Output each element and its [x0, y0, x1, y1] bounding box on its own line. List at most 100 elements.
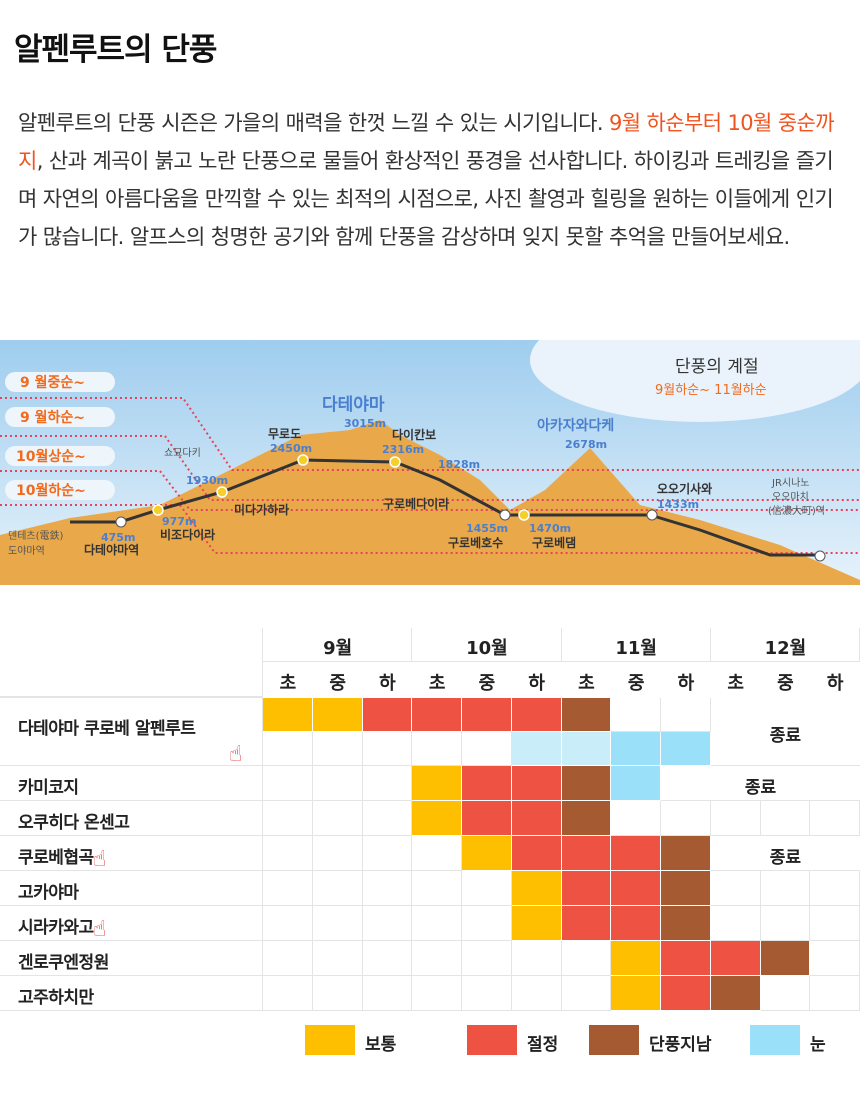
- altitude: 1455m: [466, 522, 508, 535]
- row-label: 고주하치만: [18, 988, 94, 1008]
- empty-cell: [312, 871, 363, 906]
- status-cell-B: [661, 836, 711, 871]
- altitude: 1930m: [186, 474, 228, 487]
- empty-cell: [561, 976, 612, 1011]
- empty-cell: [810, 906, 860, 941]
- empty-cell: [412, 836, 462, 871]
- month-header: 11월: [615, 638, 657, 659]
- legend-label: 절정: [527, 1035, 559, 1055]
- month-cell: [710, 628, 860, 662]
- altitude: 2316m: [382, 443, 424, 456]
- period-header: 하: [379, 673, 396, 694]
- place-label: 오오마치: [772, 491, 809, 503]
- intro-paragraph: 알펜루트의 단풍 시즌은 가을의 매력을 한껏 느낄 수 있는 시기입니다. 9…: [18, 104, 848, 256]
- empty-cell: [312, 976, 363, 1011]
- month-header: 10월: [466, 638, 508, 659]
- status-cell-R: [561, 871, 612, 906]
- empty-cell: [462, 941, 512, 976]
- pointer-hand-icon: ☝: [93, 917, 107, 942]
- intro-highlight: 9월 하순부터 10월 중순까지: [18, 111, 835, 173]
- legend-swatch: [589, 1025, 639, 1055]
- status-cell-R: [462, 698, 512, 732]
- end-span: [661, 766, 860, 801]
- band-label: 10월하순~: [16, 482, 86, 499]
- empty-cell: [263, 871, 313, 906]
- band-label: 9 월하순~: [20, 409, 85, 426]
- intro-text: 알펜루트의 단풍 시즌은 가을의 매력을 한껏 느낄 수 있는 시기입니다.: [18, 111, 609, 135]
- status-cell-R: [511, 698, 562, 732]
- empty-cell: [312, 732, 363, 766]
- place-label: 다테야마역: [84, 542, 139, 557]
- empty-cell: [710, 871, 761, 906]
- intro-text-rest: , 산과 계곡이 붉고 노란 단풍으로 물들어 환상적인 풍경을 선사합니다. …: [18, 149, 834, 249]
- period-header: 초: [279, 673, 297, 694]
- status-cell-R: [511, 801, 562, 836]
- empty-cell: [710, 906, 761, 941]
- status-cell-Y: [611, 941, 661, 976]
- status-cell-B: [561, 766, 612, 801]
- empty-cell: [611, 698, 661, 732]
- legend-swatch: [467, 1025, 517, 1055]
- empty-cell: [263, 836, 313, 871]
- period-header: 하: [528, 673, 545, 694]
- status-cell-R: [511, 766, 562, 801]
- empty-cell: [412, 906, 462, 941]
- empty-cell: [661, 698, 711, 732]
- empty-cell: [462, 976, 512, 1011]
- row-label: 겐로쿠엔정원: [18, 953, 109, 973]
- legend-label: 단풍지남: [649, 1035, 712, 1055]
- status-cell-R: [462, 801, 512, 836]
- empty-cell: [362, 871, 413, 906]
- period-header: 하: [677, 673, 695, 694]
- status-cell-P: [511, 732, 562, 766]
- empty-cell: [561, 941, 612, 976]
- place-label: 무로도: [268, 427, 301, 441]
- season-range: 9월하순~ 11월하순: [655, 383, 767, 398]
- row-label: 카미코지: [18, 778, 79, 798]
- status-cell-R: [611, 836, 661, 871]
- empty-cell: [263, 941, 313, 976]
- empty-cell: [362, 732, 413, 766]
- empty-cell: [462, 871, 512, 906]
- status-cell-B: [561, 698, 612, 732]
- mountain-terrain: [0, 420, 860, 585]
- empty-cell: [312, 801, 363, 836]
- empty-cell: [760, 871, 811, 906]
- empty-cell: [760, 976, 811, 1011]
- status-cell-R: [412, 698, 462, 732]
- status-cell-R: [661, 976, 711, 1011]
- row-label-cell: [0, 871, 263, 906]
- header-corner: [0, 628, 263, 698]
- status-cell-B: [661, 871, 711, 906]
- period-header: 중: [478, 673, 496, 694]
- empty-cell: [760, 906, 811, 941]
- pointer-hand-icon: ☝: [229, 742, 243, 767]
- status-cell-R: [611, 906, 661, 941]
- page-title: 알펜루트의 단풍: [14, 32, 217, 68]
- status-cell-Y: [611, 976, 661, 1011]
- month-cell: [412, 628, 562, 662]
- end-span: [710, 836, 860, 871]
- empty-cell: [611, 801, 661, 836]
- empty-cell: [810, 871, 860, 906]
- altitude: 475m: [101, 531, 135, 544]
- status-cell-R: [710, 941, 761, 976]
- period-header: 중: [777, 673, 794, 694]
- band-label: 9 월중순~: [20, 374, 85, 391]
- empty-cell: [462, 732, 512, 766]
- status-cell-Y: [263, 698, 313, 732]
- legend-label: 보통: [365, 1035, 397, 1055]
- empty-cell: [263, 732, 313, 766]
- empty-cell: [661, 801, 711, 836]
- place-label: 비조다이라: [160, 527, 215, 542]
- peak-label: 아카자와다케: [537, 417, 614, 434]
- pointer-hand-icon: ☝: [93, 847, 107, 872]
- status-cell-Y: [462, 836, 512, 871]
- empty-cell: [810, 801, 860, 836]
- empty-cell: [263, 766, 313, 801]
- empty-cell: [412, 976, 462, 1011]
- peak-label: 다테야마: [322, 395, 385, 415]
- altitude: 1828m: [438, 458, 480, 471]
- empty-cell: [511, 976, 562, 1011]
- status-cell-R: [561, 836, 612, 871]
